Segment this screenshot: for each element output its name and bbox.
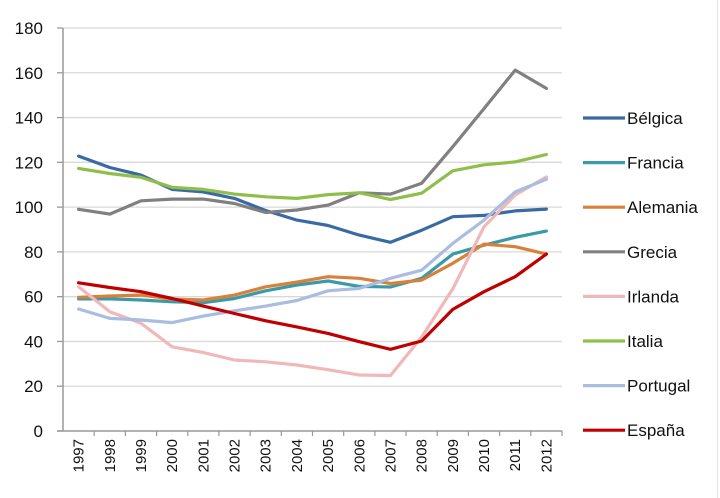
- series-lines: [76, 68, 549, 378]
- y-tick-label: 180: [15, 19, 43, 38]
- legend-item: Alemania: [583, 198, 698, 217]
- chart-frame-edge: [717, 0, 718, 498]
- x-tick-label: 1999: [133, 439, 150, 472]
- axes: [57, 27, 563, 436]
- y-tick-label: 160: [15, 64, 43, 83]
- legend-item: Francia: [583, 154, 684, 173]
- x-tick-label: 2004: [289, 439, 306, 472]
- x-tick-label: 2006: [351, 439, 368, 472]
- legend-item: Portugal: [583, 377, 690, 396]
- legend-item: España: [583, 421, 685, 440]
- x-tick-label: 2007: [382, 439, 399, 472]
- legend-label: Grecia: [627, 243, 678, 262]
- series-line-portugal: [76, 177, 549, 325]
- x-tick-label: 1997: [71, 439, 88, 472]
- y-tick-label: 140: [15, 109, 43, 128]
- y-tick-label: 80: [24, 243, 43, 262]
- series-line-alemania: [76, 242, 549, 302]
- series-line-francia: [76, 229, 549, 305]
- legend-item: Grecia: [583, 243, 678, 262]
- series-line-italia: [76, 152, 549, 202]
- series-line-grecia: [76, 68, 549, 216]
- series-line-españa: [76, 252, 549, 351]
- x-tick-label: 2000: [164, 439, 181, 472]
- x-tick-label: 2001: [195, 439, 212, 472]
- y-tick-label: 60: [24, 288, 43, 307]
- y-axis-tick-labels: 0 20 40 60 80 100 120 140 160 180: [15, 19, 43, 441]
- legend-label: Francia: [627, 154, 684, 173]
- x-tick-label: 1998: [102, 439, 119, 472]
- x-axis-tick-labels: 1997 1998 1999 2000 2001 2002 2003 2004 2005 2006…: [71, 439, 556, 472]
- x-tick-label: 2010: [476, 439, 493, 472]
- y-tick-label: 100: [15, 198, 43, 217]
- y-tick-label: 0: [34, 422, 43, 441]
- x-tick-label: 2009: [445, 439, 462, 472]
- y-tick-label: 120: [15, 153, 43, 172]
- legend-label: España: [627, 421, 685, 440]
- legend-label: Portugal: [627, 377, 690, 396]
- x-tick-label: 2008: [414, 439, 431, 472]
- x-tick-label: 2011: [507, 439, 524, 471]
- x-tick-label: 2012: [538, 439, 555, 472]
- x-tick-label: 2005: [320, 439, 337, 472]
- legend-label: Italia: [627, 332, 663, 351]
- legend-item: Italia: [583, 332, 663, 351]
- y-tick-label: 20: [24, 377, 43, 396]
- legend: Bélgica Francia Alemania Grecia Irlanda Itali…: [583, 109, 698, 440]
- legend-item: Irlanda: [583, 287, 680, 306]
- x-tick-label: 2003: [258, 439, 275, 472]
- legend-item: Bélgica: [583, 109, 683, 128]
- legend-label: Bélgica: [627, 109, 683, 128]
- y-tick-label: 40: [24, 332, 43, 351]
- series-line-irlanda: [76, 175, 549, 378]
- legend-label: Alemania: [627, 198, 698, 217]
- legend-label: Irlanda: [627, 287, 680, 306]
- x-tick-label: 2002: [227, 439, 244, 472]
